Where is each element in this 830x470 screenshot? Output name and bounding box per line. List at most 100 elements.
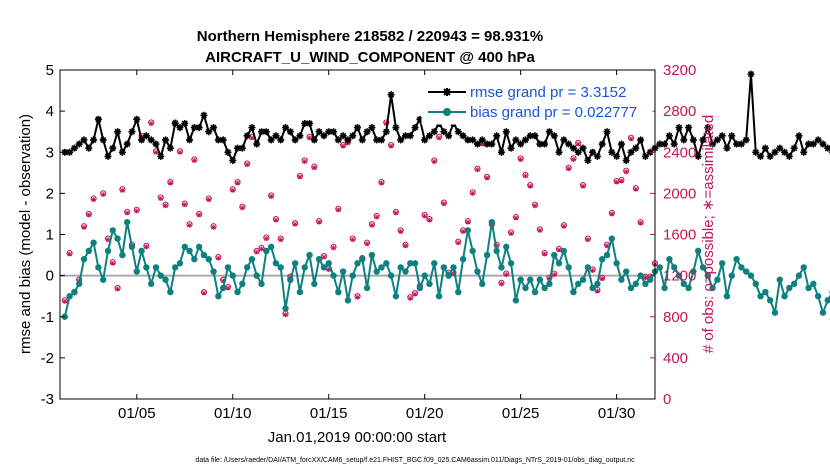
rmse-point (421, 136, 429, 144)
bias-point (757, 292, 764, 300)
rmse-point (521, 136, 529, 144)
bias-point (440, 264, 448, 271)
obs-assimilated-point (407, 295, 413, 301)
rmse-point (656, 140, 664, 148)
obs-assimilated-point (244, 162, 250, 168)
bias-point (752, 280, 759, 288)
rmse-point (382, 128, 390, 136)
rmse-point (771, 148, 779, 156)
obs-assimilated-point (91, 197, 97, 203)
rmse-point (310, 136, 318, 144)
rmse-point (171, 119, 179, 127)
obs-assimilated-point (369, 222, 375, 228)
rmse-point (104, 152, 112, 160)
bias-point (517, 276, 524, 283)
bias-point (637, 272, 644, 279)
obs-assimilated-point (503, 272, 509, 278)
obs-assimilated-point (460, 228, 466, 234)
bias-point (805, 284, 812, 292)
bias-point (527, 276, 534, 283)
rmse-point (109, 144, 117, 152)
bias-point (85, 247, 92, 255)
bias-point (680, 280, 687, 288)
bias-point (776, 276, 783, 283)
rmse-point (627, 148, 635, 156)
rmse-point (277, 136, 285, 144)
obs-assimilated-point (292, 221, 298, 227)
rmse-point (473, 140, 481, 148)
bias-point (335, 288, 342, 296)
bias-point (191, 255, 198, 263)
obs-assimilated-point (556, 247, 562, 253)
legend-bias-label: bias grand pr = 0.022777 (470, 104, 637, 121)
rmse-point (483, 140, 491, 148)
bias-point (608, 235, 616, 242)
bias-point (95, 264, 102, 271)
y-tick-label: -2 (41, 350, 54, 367)
rmse-point (805, 140, 813, 148)
rmse-point (781, 148, 789, 156)
rmse-point (814, 136, 822, 144)
rmse-point (320, 132, 328, 140)
bias-point (536, 276, 544, 283)
obs-assimilated-point (412, 291, 418, 297)
obs-assimilated-point (249, 135, 255, 141)
rmse-point (190, 124, 198, 132)
bias-point (411, 260, 419, 267)
bias-point (392, 292, 400, 300)
bias-point (594, 280, 601, 288)
obs-assimilated-point (398, 228, 404, 234)
obs-assimilated-point (609, 211, 615, 217)
bias-point (493, 247, 500, 255)
rmse-point (507, 144, 515, 152)
x-tick-label: 01/30 (598, 405, 636, 422)
obs-assimilated-point (62, 298, 68, 304)
bias-point (296, 288, 304, 296)
rmse-point (694, 152, 702, 160)
rmse-point (488, 140, 496, 148)
bias-point (383, 260, 390, 267)
bias-point (330, 272, 337, 279)
obs-assimilated-series (62, 117, 658, 318)
bias-point (90, 239, 97, 246)
rmse-point (397, 136, 405, 144)
rmse-point (392, 124, 400, 132)
rmse-point (737, 140, 745, 148)
bias-point (531, 288, 539, 296)
rmse-point (166, 144, 174, 152)
rmse-point (200, 111, 208, 119)
obs-assimilated-point (570, 156, 576, 162)
obs-assimilated-point (532, 203, 538, 209)
bias-point (551, 251, 558, 259)
obs-assimilated-point (518, 156, 524, 162)
obs-assimilated-point (470, 190, 476, 196)
bias-point (694, 247, 702, 255)
rmse-point (94, 115, 102, 123)
y-right-tick-label: 2800 (663, 103, 696, 120)
rmse-point (258, 128, 266, 136)
bias-point (267, 243, 275, 251)
rmse-point (517, 140, 525, 148)
rmse-point (373, 136, 381, 144)
obs-assimilated-point (167, 180, 173, 186)
obs-assimilated-point (642, 275, 648, 281)
rmse-point (478, 136, 486, 144)
bias-point (435, 292, 443, 300)
bias-point (642, 280, 649, 288)
obs-assimilated-point (393, 210, 399, 216)
bias-point (483, 251, 491, 259)
bias-point (728, 272, 735, 279)
obs-assimilated-point (239, 205, 245, 211)
rmse-point (459, 132, 467, 140)
obs-assimilated-point (465, 219, 471, 225)
bias-point (819, 309, 827, 316)
rmse-point (512, 136, 520, 144)
bias-point (75, 280, 83, 288)
bias-point (253, 272, 260, 279)
rmse-point (464, 136, 472, 144)
rmse-point (142, 132, 150, 140)
y-right-tick-label: 400 (663, 350, 688, 367)
x-axis-label: Jan.01,2019 00:00:00 start (268, 429, 447, 446)
obs-assimilated-point (633, 186, 639, 192)
